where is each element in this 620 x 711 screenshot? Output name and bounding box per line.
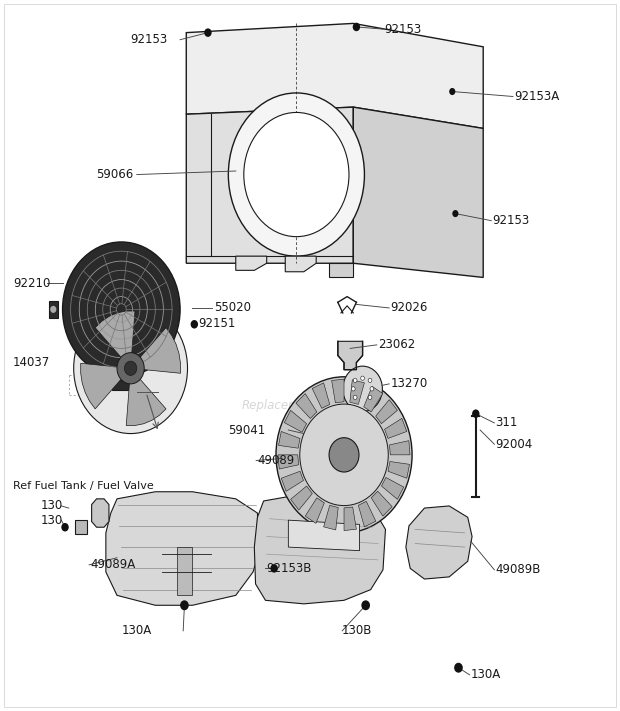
Polygon shape	[288, 520, 360, 550]
Circle shape	[117, 353, 144, 384]
Circle shape	[270, 564, 278, 572]
Text: 92153B: 92153B	[267, 562, 312, 575]
Polygon shape	[358, 501, 376, 527]
Polygon shape	[353, 107, 483, 277]
Text: 130: 130	[40, 513, 63, 527]
Ellipse shape	[228, 93, 365, 256]
Polygon shape	[278, 432, 300, 448]
Polygon shape	[312, 383, 330, 408]
Circle shape	[452, 210, 458, 217]
Circle shape	[300, 404, 388, 506]
Polygon shape	[49, 301, 58, 318]
Circle shape	[343, 366, 383, 412]
Circle shape	[50, 306, 56, 313]
Circle shape	[74, 303, 187, 434]
Polygon shape	[81, 363, 131, 409]
Polygon shape	[350, 380, 365, 405]
Text: 92153: 92153	[492, 214, 529, 228]
Text: 49089B: 49089B	[495, 563, 541, 577]
Circle shape	[63, 242, 180, 377]
Text: 49089: 49089	[257, 454, 294, 467]
Polygon shape	[296, 394, 317, 419]
Polygon shape	[389, 441, 410, 455]
Text: ReplacementParts.com: ReplacementParts.com	[242, 399, 378, 412]
Circle shape	[449, 88, 455, 95]
Circle shape	[353, 378, 357, 383]
Text: 130B: 130B	[342, 624, 373, 637]
Text: 92004: 92004	[495, 438, 533, 451]
Polygon shape	[92, 499, 109, 528]
Circle shape	[125, 361, 137, 375]
Ellipse shape	[244, 112, 349, 237]
Text: 311: 311	[495, 417, 518, 429]
Polygon shape	[285, 410, 306, 432]
Circle shape	[204, 28, 211, 37]
Text: 13270: 13270	[391, 378, 428, 390]
Text: 130: 130	[40, 499, 63, 513]
Polygon shape	[281, 471, 303, 491]
Text: 23062: 23062	[378, 338, 415, 351]
Text: 92153: 92153	[384, 23, 422, 36]
Text: 92151: 92151	[198, 317, 236, 330]
Polygon shape	[332, 379, 344, 402]
Polygon shape	[186, 107, 353, 263]
Circle shape	[472, 410, 479, 418]
Polygon shape	[329, 263, 353, 277]
Circle shape	[368, 378, 372, 383]
Circle shape	[329, 438, 359, 472]
Polygon shape	[95, 311, 135, 368]
Polygon shape	[126, 368, 166, 425]
Polygon shape	[278, 455, 299, 469]
Text: 59041: 59041	[228, 424, 265, 437]
Circle shape	[454, 663, 463, 673]
Polygon shape	[338, 341, 363, 370]
Text: 92026: 92026	[391, 301, 428, 314]
Text: 49089A: 49089A	[91, 558, 136, 572]
Circle shape	[370, 387, 374, 391]
Polygon shape	[384, 418, 407, 439]
Polygon shape	[388, 461, 409, 479]
Polygon shape	[236, 256, 267, 270]
Polygon shape	[131, 328, 180, 373]
Circle shape	[368, 395, 372, 400]
Text: 130A: 130A	[471, 668, 501, 681]
Text: 55020: 55020	[214, 301, 251, 314]
Text: 92153A: 92153A	[514, 90, 559, 103]
Polygon shape	[364, 386, 383, 412]
Circle shape	[180, 600, 188, 610]
Text: 130A: 130A	[122, 624, 151, 637]
Circle shape	[61, 523, 69, 532]
Polygon shape	[75, 520, 87, 535]
Circle shape	[361, 600, 370, 610]
Text: 14037: 14037	[13, 356, 50, 369]
Polygon shape	[254, 494, 386, 604]
Polygon shape	[305, 498, 324, 523]
Circle shape	[353, 23, 360, 31]
Circle shape	[276, 377, 412, 533]
Text: 59066: 59066	[97, 168, 134, 181]
Polygon shape	[186, 23, 483, 129]
Polygon shape	[376, 400, 397, 424]
Text: Ref Fuel Tank / Fuel Valve: Ref Fuel Tank / Fuel Valve	[13, 481, 154, 491]
Polygon shape	[177, 547, 192, 595]
Polygon shape	[381, 478, 404, 499]
Circle shape	[361, 376, 365, 380]
Polygon shape	[285, 256, 316, 272]
Polygon shape	[106, 492, 259, 605]
Polygon shape	[344, 507, 356, 530]
Circle shape	[190, 320, 198, 328]
Polygon shape	[371, 491, 392, 516]
Polygon shape	[291, 486, 312, 510]
Circle shape	[352, 387, 355, 391]
Polygon shape	[324, 506, 339, 530]
Polygon shape	[406, 506, 472, 579]
Polygon shape	[112, 380, 131, 390]
Text: 92210: 92210	[13, 277, 50, 289]
Circle shape	[353, 395, 357, 400]
Text: 92153: 92153	[130, 33, 168, 46]
